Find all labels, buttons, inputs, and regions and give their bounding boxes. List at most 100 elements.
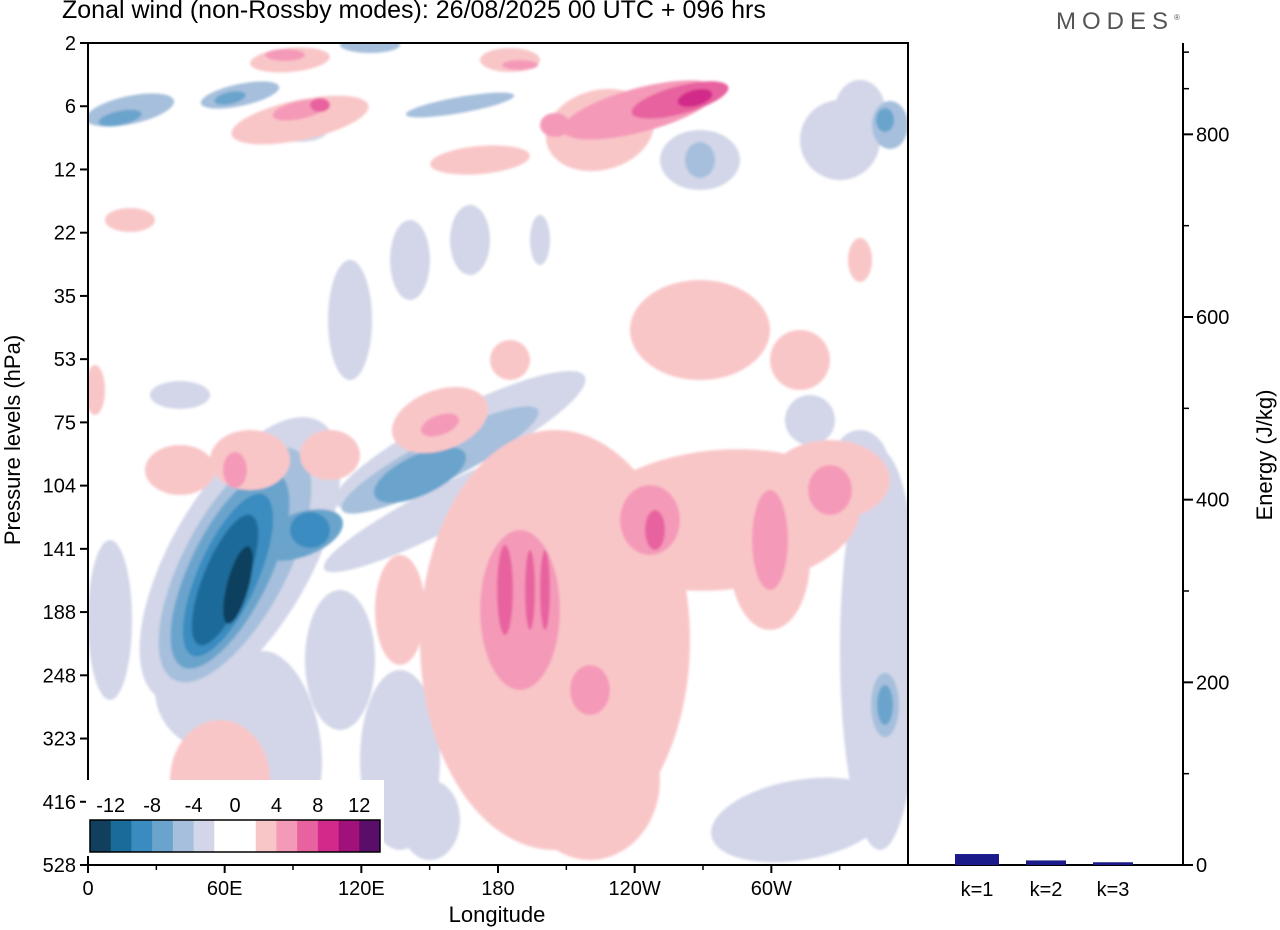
eastward-core-contour: [677, 88, 713, 108]
colorbar-swatch: [131, 820, 153, 852]
strong-eastward-contour: [645, 510, 665, 550]
weak-eastward-contour: [210, 430, 290, 490]
weak-westward-contour: [328, 260, 372, 380]
colorbar-swatch: [152, 820, 174, 852]
longitude-tick-label: 60W: [751, 878, 792, 900]
eastward-contour: [808, 465, 852, 515]
weak-eastward-contour: [770, 330, 830, 390]
upper-westward-contour: [98, 109, 142, 127]
energy-bar: [1093, 862, 1133, 865]
weak-eastward-contour: [848, 238, 872, 282]
eastward-contour: [752, 490, 788, 590]
longitude-tick-label: 0: [82, 878, 93, 900]
weak-eastward-contour: [520, 700, 660, 860]
weak-westward-contour: [785, 395, 835, 445]
longitude-axis: 0 60E 120E 180 120W 60W: [82, 865, 841, 900]
zonal-wind-heatmap: [88, 43, 908, 865]
westward-contour: [877, 685, 893, 725]
eastward-contour: [420, 413, 460, 437]
colorbar-swatch: [90, 820, 112, 852]
weak-eastward-contour: [375, 555, 425, 665]
pressure-tick-label: 2: [65, 33, 76, 55]
colorbar-swatch: [214, 820, 236, 852]
strong-eastward-contour: [310, 98, 330, 112]
eastward-contour: [570, 665, 610, 715]
longitude-tick-label: 180: [481, 878, 514, 900]
brand-registered-mark: ®: [1174, 13, 1180, 22]
colorbar-frame: [89, 819, 381, 853]
y-axis-title: Pressure levels (hPa): [0, 335, 25, 545]
colorbar: -12 -8 -4 0 4 8 12: [86, 780, 384, 856]
energy-bar-panel: 0 200 400 600 800 k=1 k=2 k=3 Energy (J/kg): [908, 43, 1277, 901]
pressure-axis: 2 6 12 22 35 53 75 104 141 188 248 323 416 528: [43, 33, 88, 877]
pressure-tick-label: 53: [54, 349, 76, 371]
wavenumber-axis: k=1 k=2 k=3: [961, 879, 1130, 901]
upper-westward-contour: [876, 108, 894, 132]
eastward-contour: [265, 49, 305, 61]
energy-bar: [955, 854, 999, 865]
strong-eastward-contour: [497, 545, 513, 635]
pressure-tick-label: 141: [43, 539, 76, 561]
energy-tick-label: 0: [1196, 855, 1207, 877]
weak-eastward-contour: [231, 95, 369, 145]
colorbar-swatch: [359, 820, 381, 852]
weak-eastward-contour: [630, 280, 770, 380]
colorbar-swatch: [338, 820, 360, 852]
weak-westward-contour: [450, 205, 490, 275]
pressure-tick-label: 6: [65, 96, 76, 118]
eastward-contour: [540, 113, 570, 137]
colorbar-swatch: [317, 820, 339, 852]
longitude-tick-label: 120E: [338, 878, 385, 900]
westward-jet-contour: [373, 447, 467, 503]
brand-name: MODES: [1056, 8, 1175, 35]
pressure-tick-label: 528: [43, 855, 76, 877]
energy-bars: [955, 854, 1133, 865]
pressure-tick-label: 12: [54, 159, 76, 181]
weak-eastward-contour: [145, 445, 215, 495]
weak-eastward-contour: [490, 340, 530, 380]
westward-jet-core: [223, 546, 253, 624]
pressure-tick-label: 248: [43, 665, 76, 687]
upper-westward-contour: [685, 142, 715, 178]
colorbar-swatch: [255, 820, 277, 852]
colorbar-label: 12: [348, 795, 370, 817]
eastward-contour: [502, 60, 538, 70]
energy-axis: 0 200 400 600 800: [1183, 51, 1229, 877]
weak-eastward-contour: [105, 208, 155, 232]
energy-bar: [1026, 860, 1066, 865]
colorbar-label: -8: [143, 795, 161, 817]
weak-westward-contour: [305, 590, 375, 730]
weak-westward-contour: [400, 780, 460, 860]
colorbar-swatch: [110, 820, 132, 852]
energy-tick-label: 800: [1196, 124, 1229, 146]
energy-tick-label: 400: [1196, 490, 1229, 512]
energy-tick-label: 600: [1196, 307, 1229, 329]
colorbar-label: 4: [271, 795, 282, 817]
upper-westward-contour: [214, 91, 246, 105]
pressure-tick-label: 75: [54, 412, 76, 434]
longitude-tick-label: 120W: [609, 878, 661, 900]
weak-westward-contour: [711, 777, 889, 863]
wavenumber-label: k=1: [961, 879, 994, 901]
weak-westward-contour: [840, 450, 908, 850]
pressure-tick-label: 22: [54, 223, 76, 245]
wavenumber-label: k=2: [1030, 879, 1063, 901]
weak-westward-contour: [390, 220, 430, 300]
colorbar-label: 8: [312, 795, 323, 817]
weak-westward-contour: [150, 381, 210, 409]
strong-eastward-contour: [540, 550, 550, 630]
westward-jet-contour: [290, 512, 330, 548]
energy-axis-title: Energy (J/kg): [1252, 390, 1277, 521]
colorbar-swatch: [193, 820, 215, 852]
upper-westward-contour: [405, 92, 515, 118]
upper-westward-contour: [340, 43, 400, 53]
colorbar-swatch: [235, 820, 257, 852]
strong-eastward-contour: [525, 550, 535, 630]
weak-eastward-contour: [88, 365, 105, 415]
energy-tick-label: 200: [1196, 672, 1229, 694]
pressure-tick-label: 416: [43, 792, 76, 814]
westward-jet-contour: [191, 514, 259, 646]
weak-westward-contour: [88, 540, 132, 700]
colorbar-label: -4: [185, 795, 203, 817]
